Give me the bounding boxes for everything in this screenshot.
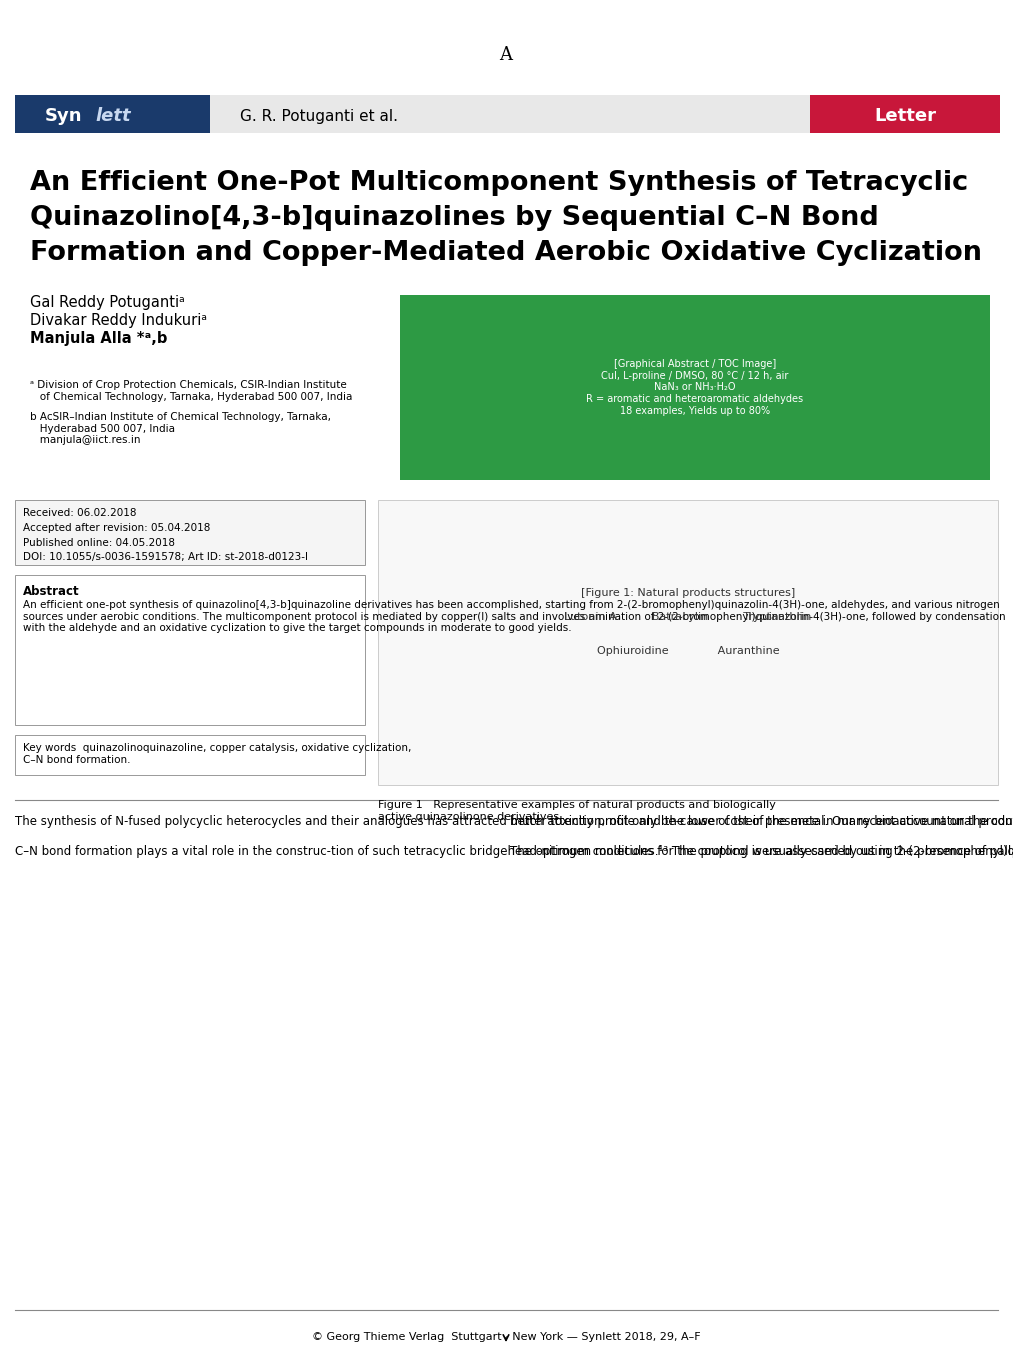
Text: Abstract: Abstract bbox=[23, 585, 80, 598]
Text: The synthesis of N-fused polycyclic heterocycles and their analogues has attract: The synthesis of N-fused polycyclic hete… bbox=[15, 815, 1013, 859]
Text: better toxicity profile and the lower cost of the metal. Our recent account on t: better toxicity profile and the lower co… bbox=[510, 815, 1013, 859]
Text: Received: 06.02.2018
Accepted after revision: 05.04.2018
Published online: 04.05: Received: 06.02.2018 Accepted after revi… bbox=[23, 508, 308, 563]
Text: Key words  quinazolinoquinazoline, copper catalysis, oxidative cyclization,
C–N : Key words quinazolinoquinazoline, copper… bbox=[23, 743, 411, 764]
Text: Gal Reddy Potugantiᵃ: Gal Reddy Potugantiᵃ bbox=[30, 296, 184, 310]
Bar bbox=[15, 575, 365, 725]
Bar bbox=[15, 500, 365, 566]
Text: [Figure 1: Natural products structures]

Lutonin A          Batracylin          : [Figure 1: Natural products structures] … bbox=[564, 589, 811, 656]
Text: b AcSIR–Indian Institute of Chemical Technology, Tarnaka,
   Hyderabad 500 007, : b AcSIR–Indian Institute of Chemical Tec… bbox=[30, 412, 331, 446]
Bar bbox=[15, 95, 210, 134]
Text: A: A bbox=[499, 46, 513, 63]
Text: © Georg Thieme Verlag  Stuttgart · New York — Synlett 2018, 29, A–F: © Georg Thieme Verlag Stuttgart · New Yo… bbox=[312, 1332, 700, 1342]
Bar bbox=[210, 95, 810, 134]
Bar bbox=[15, 734, 365, 775]
Text: Figure 1   Representative examples of natural products and biologically
active q: Figure 1 Representative examples of natu… bbox=[378, 801, 776, 822]
Text: Divakar Reddy Indukuriᵃ: Divakar Reddy Indukuriᵃ bbox=[30, 313, 207, 328]
Text: G. R. Potuganti et al.: G. R. Potuganti et al. bbox=[240, 108, 398, 123]
Text: Quinazolino[4,3-​b]quinazolines by Sequential C–N Bond: Quinazolino[4,3-​b]quinazolines by Seque… bbox=[30, 205, 878, 231]
Bar bbox=[378, 500, 998, 784]
Text: lett: lett bbox=[95, 107, 131, 126]
Text: Syn: Syn bbox=[45, 107, 82, 126]
Text: [Graphical Abstract / TOC Image]
CuI, L-proline / DMSO, 80 °C / 12 h, air
NaN₃ o: [Graphical Abstract / TOC Image] CuI, L-… bbox=[587, 359, 803, 416]
Bar bbox=[810, 95, 1000, 134]
Text: Formation and Copper-Mediated Aerobic Oxidative Cyclization: Formation and Copper-Mediated Aerobic Ox… bbox=[30, 240, 982, 266]
Text: Letter: Letter bbox=[874, 107, 936, 126]
Text: Manjula Alla *ᵃ,b: Manjula Alla *ᵃ,b bbox=[30, 331, 167, 346]
Bar bbox=[400, 296, 990, 481]
Text: ᵃ Division of Crop Protection Chemicals, CSIR-Indian Institute
   of Chemical Te: ᵃ Division of Crop Protection Chemicals,… bbox=[30, 379, 353, 401]
Text: An Efficient One-Pot Multicomponent Synthesis of Tetracyclic: An Efficient One-Pot Multicomponent Synt… bbox=[30, 170, 968, 196]
Text: An efficient one-pot synthesis of quinazolino[4,3-b]quinazoline derivatives has : An efficient one-pot synthesis of quinaz… bbox=[23, 599, 1006, 633]
